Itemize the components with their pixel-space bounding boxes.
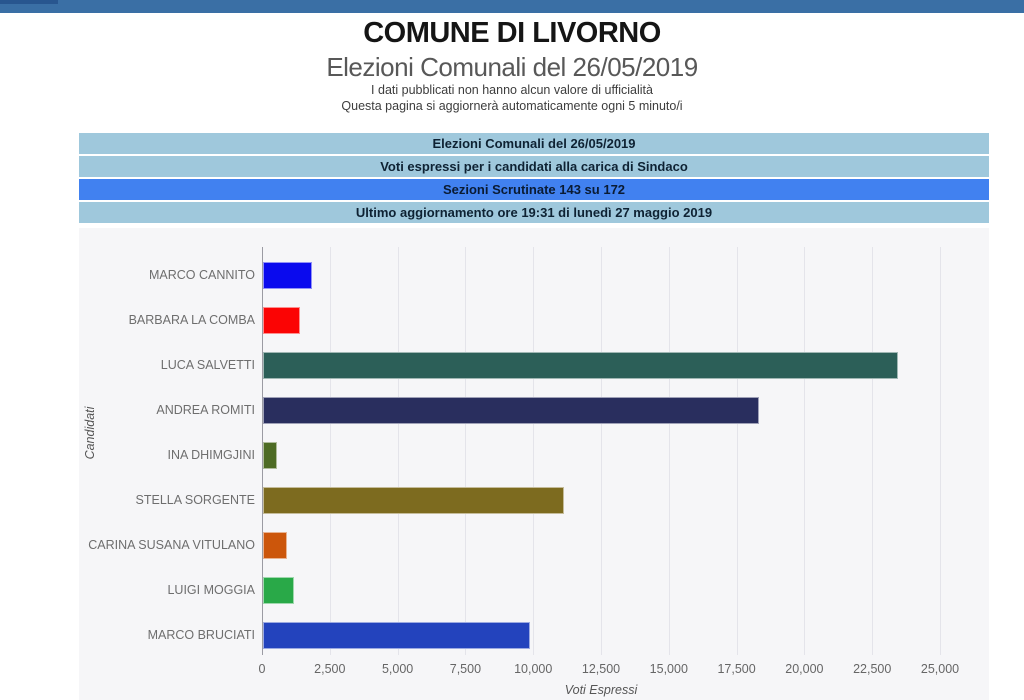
candidate-label: STELLA SORGENTE [135, 493, 255, 507]
y-axis-title: Candidati [83, 406, 97, 460]
x-tick-label: 20,000 [785, 662, 824, 676]
x-gridline [329, 247, 331, 655]
chart-bar [263, 532, 288, 559]
x-gridline [940, 247, 941, 655]
chart-bar [263, 352, 898, 379]
disclaimer-note: I dati pubblicati non hanno alcun valore… [371, 83, 653, 97]
x-axis-title: Voti Espressi [564, 683, 638, 697]
chart-bar [263, 397, 760, 424]
chart-bar [263, 262, 312, 289]
candidate-label: CARINA SUSANA VITULANO [88, 538, 255, 552]
page-header: COMUNE DI LIVORNO Elezioni Comunali del … [0, 16, 1024, 114]
x-gridline [397, 247, 399, 655]
candidate-label: MARCO CANNITO [148, 268, 255, 282]
x-gridline [872, 247, 874, 655]
autorefresh-note: Questa pagina si aggiornerà automaticame… [341, 99, 683, 113]
x-tick-label: 22,500 [853, 662, 892, 676]
page-subtitle: Elezioni Comunali del 26/05/2019 [326, 52, 698, 82]
chart-bar [263, 487, 565, 514]
x-gridline [601, 247, 602, 655]
x-tick-label: 15,000 [649, 662, 688, 676]
x-tick-label: 2,500 [314, 662, 346, 676]
x-gridline [668, 247, 670, 655]
browser-top-bar [0, 0, 1024, 13]
chart-bar [263, 622, 531, 649]
chart-bar [263, 307, 300, 334]
chart-bar [263, 442, 277, 469]
chart-bar [263, 577, 295, 604]
banner-row-sections-scrutinized: Sezioni Scrutinate 143 su 172 [79, 179, 989, 200]
x-tick-label: 10,000 [514, 662, 553, 676]
info-banner: Elezioni Comunali del 26/05/2019 Voti es… [79, 133, 989, 225]
y-axis-line [262, 247, 263, 655]
page-title: COMUNE DI LIVORNO [363, 17, 661, 49]
candidate-label: ANDREA ROMITI [156, 403, 255, 417]
candidate-label: INA DHIMGJINI [167, 448, 255, 462]
banner-row-election: Elezioni Comunali del 26/05/2019 [79, 133, 989, 154]
candidate-label: MARCO BRUCIATI [147, 628, 255, 642]
banner-row-votes-title: Voti espressi per i candidati alla caric… [79, 156, 989, 177]
x-tick-label: 25,000 [920, 662, 960, 676]
x-tick-label: 17,500 [717, 662, 756, 676]
x-tick-label: 12,500 [581, 662, 621, 676]
x-gridline [736, 247, 738, 655]
x-tick-label: 7,500 [449, 662, 482, 676]
x-gridline [465, 247, 467, 655]
banner-row-last-update: Ultimo aggiornamento ore 19:31 di lunedì… [79, 202, 989, 223]
x-tick-label: 0 [258, 662, 266, 676]
x-gridline [533, 247, 535, 655]
candidate-label: BARBARA LA COMBA [128, 313, 255, 327]
candidate-label: LUCA SALVETTI [160, 358, 255, 372]
x-tick-label: 5,000 [381, 662, 414, 676]
candidate-label: LUIGI MOGGIA [167, 583, 255, 597]
x-gridline [804, 247, 806, 655]
browser-tab-indicator [0, 0, 58, 4]
bar-chart: 0 2,500 5,000 7,500 10,000 12,500 15,000 17,500… [79, 228, 989, 700]
